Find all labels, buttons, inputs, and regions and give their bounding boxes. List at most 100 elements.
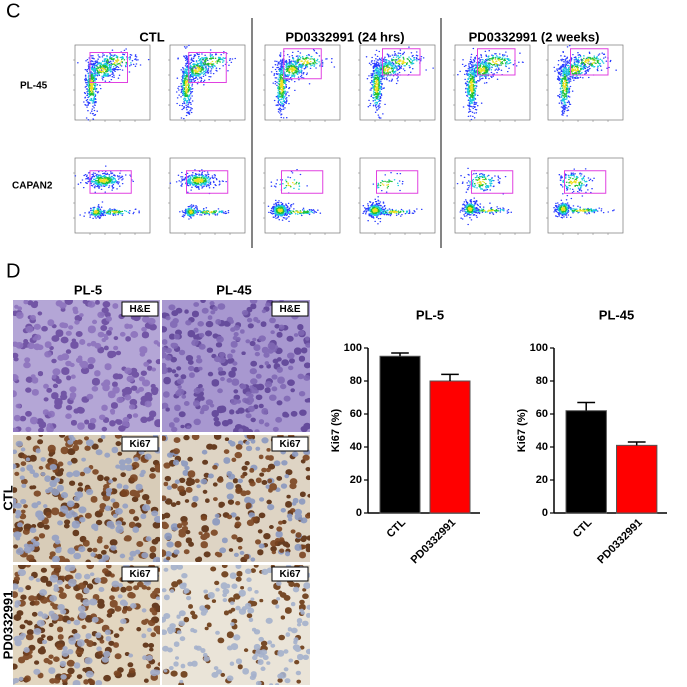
histology-image	[13, 435, 160, 562]
y-tick-label: 40	[536, 441, 548, 453]
plot-frame	[74, 157, 151, 234]
event-dots	[468, 57, 507, 99]
flow-plot	[546, 44, 624, 122]
gate	[89, 170, 132, 194]
nuclei	[13, 565, 160, 685]
nuclei	[13, 565, 160, 685]
histology-image	[162, 300, 310, 432]
stain-badge-box	[121, 301, 159, 317]
gate	[89, 52, 128, 83]
gate	[564, 170, 607, 194]
event-dots	[559, 177, 593, 213]
gate	[477, 48, 516, 76]
bar	[565, 410, 607, 514]
error-bar	[391, 352, 409, 357]
y-tick-label: 80	[350, 375, 362, 387]
row-label: CTL	[0, 485, 15, 510]
event-dots	[372, 183, 398, 214]
row-label: CAPAN2	[12, 181, 53, 192]
gate	[471, 170, 514, 194]
event-dots	[169, 169, 230, 220]
y-axis-label: Ki67 (%)	[516, 408, 528, 452]
column-header: PD0332991 (2 weeks)	[469, 29, 600, 44]
panel-label: D	[6, 260, 20, 282]
error-bar	[627, 441, 646, 446]
x-tick-label: CTL	[385, 516, 409, 540]
event-dots	[278, 56, 317, 99]
flow-plot	[358, 44, 436, 122]
row-label: PL-45	[20, 81, 48, 92]
column-header: PL-45	[216, 282, 251, 297]
nuclei	[162, 565, 309, 685]
gate	[382, 48, 421, 76]
nuclei	[13, 300, 160, 432]
stain-badge: Ki67	[279, 569, 301, 580]
bar	[379, 355, 421, 514]
column-header: PD0332991 (24 hrs)	[285, 29, 404, 44]
stain-badge-box	[271, 436, 309, 452]
y-tick-label: 0	[356, 507, 362, 519]
column-header: CTL	[139, 29, 164, 44]
y-tick-label: 0	[542, 507, 548, 519]
flow-plot	[546, 157, 624, 235]
nuclei	[162, 300, 310, 432]
plot-frame	[454, 157, 531, 234]
plot-frame	[264, 157, 341, 234]
row-label: PD0332991	[0, 591, 15, 660]
gate	[186, 170, 229, 194]
event-dots	[93, 178, 119, 214]
stain-badge-box	[271, 566, 309, 582]
chart-title: PL-5	[416, 307, 444, 322]
stain-badge: H&E	[129, 304, 150, 315]
event-dots	[374, 59, 407, 94]
stain-badge: Ki67	[279, 439, 301, 450]
x-tick-label: PD0332991	[595, 517, 645, 567]
nuclei	[162, 565, 310, 685]
stain-badge: Ki67	[129, 439, 151, 450]
stain-badge-box	[271, 301, 309, 317]
gate	[376, 170, 419, 194]
stain-badge-box	[121, 566, 159, 582]
histology-image	[162, 565, 310, 685]
flow-plot	[73, 157, 151, 235]
x-tick-label: CTL	[571, 516, 595, 540]
nuclei	[162, 435, 310, 562]
event-dots	[92, 176, 124, 215]
flow-plot	[453, 157, 531, 235]
gate	[281, 170, 324, 194]
flow-plot	[263, 157, 341, 235]
nuclei	[162, 300, 310, 432]
x-tick-label: PD0332991	[409, 517, 459, 567]
plot-frame	[169, 157, 246, 234]
gate	[570, 48, 609, 76]
event-dots	[184, 60, 217, 94]
y-tick-label: 100	[344, 342, 362, 354]
nuclei	[13, 435, 160, 562]
stain-badge: H&E	[279, 304, 300, 315]
nuclei	[13, 565, 160, 685]
event-dots	[175, 44, 237, 120]
flow-plot	[358, 157, 436, 235]
event-dots	[188, 178, 214, 214]
histology-image	[13, 300, 160, 432]
flow-plot	[453, 44, 531, 122]
bar	[429, 380, 471, 514]
event-dots	[469, 58, 502, 93]
y-axis-label: Ki67 (%)	[330, 408, 342, 452]
bar	[616, 444, 658, 514]
gate	[188, 52, 227, 83]
y-tick-label: 20	[536, 474, 548, 486]
y-tick-label: 60	[350, 408, 362, 420]
flow-plot	[73, 44, 151, 122]
error-bar	[441, 373, 459, 381]
nuclei	[162, 435, 310, 561]
gate	[283, 48, 322, 80]
y-tick-label: 100	[530, 342, 548, 354]
y-tick-label: 20	[350, 474, 362, 486]
event-dots	[562, 58, 596, 92]
flow-plot	[168, 44, 246, 122]
histology-image	[162, 435, 310, 562]
panel-label: C	[6, 0, 20, 22]
plot-frame	[359, 157, 436, 234]
